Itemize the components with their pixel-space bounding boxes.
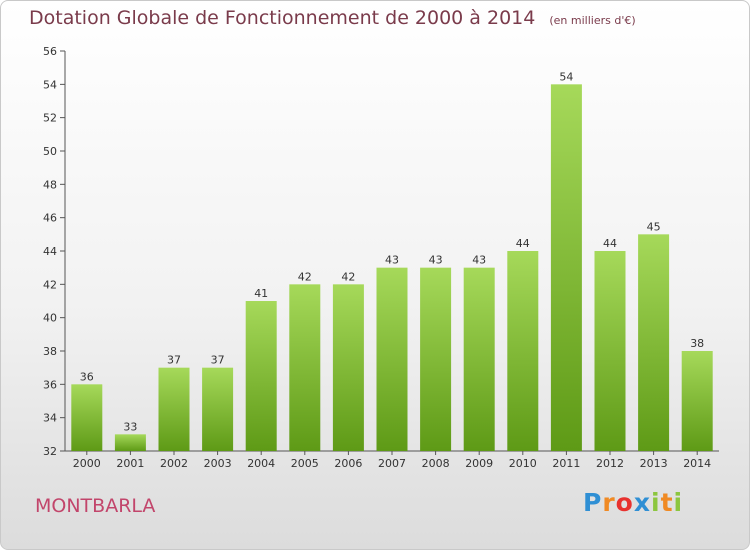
bar-value-label: 42: [298, 270, 312, 283]
bar: [202, 367, 234, 451]
x-tick-label: 2013: [640, 457, 668, 470]
x-tick-label: 2004: [247, 457, 275, 470]
y-tick-label: 34: [43, 412, 57, 425]
bar: [420, 267, 452, 451]
y-tick-label: 48: [43, 178, 57, 191]
bar: [71, 384, 103, 451]
bar: [289, 284, 321, 451]
x-tick-label: 2012: [596, 457, 624, 470]
bar: [376, 267, 408, 451]
x-tick-label: 2007: [378, 457, 406, 470]
y-tick-label: 40: [43, 312, 57, 325]
y-tick-label: 50: [43, 145, 57, 158]
bar-value-label: 43: [472, 254, 486, 267]
bar-value-label: 43: [385, 254, 399, 267]
bar: [158, 367, 190, 451]
x-tick-label: 2008: [422, 457, 450, 470]
y-tick-label: 32: [43, 445, 57, 458]
bar: [463, 267, 495, 451]
y-tick-label: 52: [43, 112, 57, 125]
x-tick-label: 2005: [291, 457, 319, 470]
logo-letter: o: [615, 488, 634, 517]
bar: [594, 251, 626, 451]
x-tick-label: 2000: [73, 457, 101, 470]
y-tick-label: 36: [43, 378, 57, 391]
bar-value-label: 37: [167, 354, 181, 367]
logo-letter: x: [633, 488, 651, 517]
x-tick-label: 2003: [204, 457, 232, 470]
x-tick-label: 2009: [465, 457, 493, 470]
y-tick-label: 54: [43, 78, 57, 91]
commune-name: MONTBARLA: [35, 495, 156, 517]
bar-value-label: 44: [603, 237, 617, 250]
logo-letter: i: [673, 488, 684, 517]
bar: [681, 351, 713, 451]
bar: [332, 284, 364, 451]
x-tick-label: 2001: [116, 457, 144, 470]
x-tick-label: 2006: [334, 457, 362, 470]
bar-value-label: 54: [559, 70, 573, 83]
bar: [114, 434, 146, 451]
title-text: Dotation Globale de Fonctionnement de 20…: [29, 7, 536, 29]
bars: [71, 84, 713, 451]
bar-value-label: 44: [516, 237, 530, 250]
bar-value-label: 33: [123, 420, 137, 433]
logo-letter: i: [651, 488, 661, 517]
bar: [507, 251, 539, 451]
y-tick-label: 42: [43, 278, 57, 291]
x-tick-label: 2011: [552, 457, 580, 470]
bar: [638, 234, 670, 451]
bar: [245, 301, 277, 451]
title-unit: (en milliers d'€): [549, 14, 636, 27]
logo-letter: P: [583, 488, 603, 517]
chart-title: Dotation Globale de Fonctionnement de 20…: [29, 7, 636, 29]
bar: [550, 84, 582, 451]
y-tick-label: 46: [43, 212, 57, 225]
x-tick-label: 2002: [160, 457, 188, 470]
logo-letter: t: [660, 488, 674, 517]
bar-value-label: 42: [341, 270, 355, 283]
x-tick-label: 2014: [683, 457, 711, 470]
x-tick-label: 2010: [509, 457, 537, 470]
bar-value-label: 41: [254, 287, 268, 300]
bar-value-label: 45: [647, 220, 661, 233]
bar-value-label: 38: [690, 337, 704, 350]
logo-letter: r: [602, 488, 616, 517]
bar-value-label: 36: [80, 370, 94, 383]
y-tick-label: 56: [43, 45, 57, 58]
bar-value-label: 43: [429, 254, 443, 267]
y-tick-label: 38: [43, 345, 57, 358]
proxiti-logo: Proxiti: [583, 488, 683, 517]
bar-labels: 36 33 37 37 41 42 42 43 43 43 44 54 44 45 38: [80, 70, 704, 433]
y-tick-label: 44: [43, 245, 57, 258]
bar-value-label: 37: [211, 354, 225, 367]
